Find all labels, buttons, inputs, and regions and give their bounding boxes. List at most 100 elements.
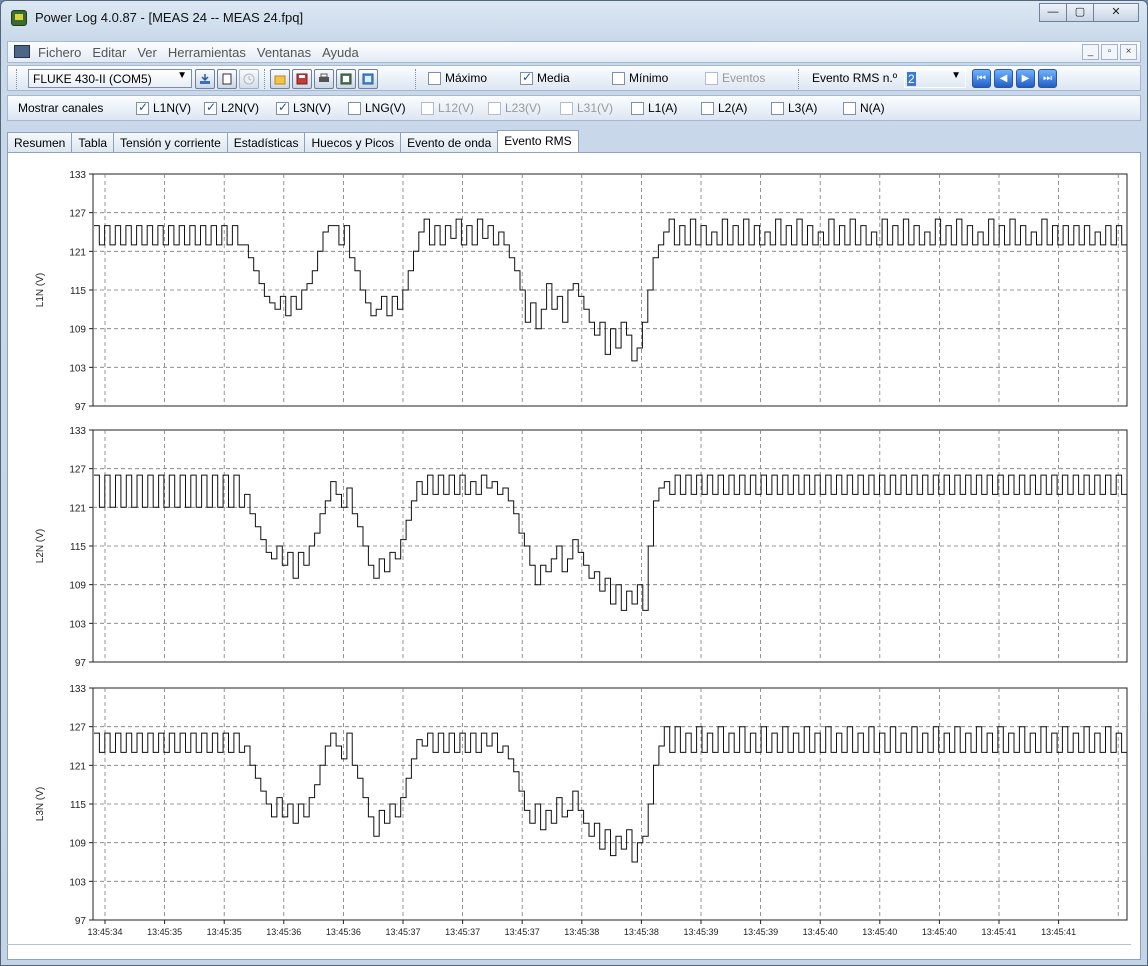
x-tick-label: 13:45:41 xyxy=(981,927,1016,937)
export-icon xyxy=(340,73,352,85)
tab-evento-de-onda[interactable]: Evento de onda xyxy=(400,132,498,153)
tab-tabla[interactable]: Tabla xyxy=(71,132,114,153)
event-number-select[interactable]: 2 ▼ xyxy=(904,69,966,88)
maximo-checkbox[interactable]: Máximo xyxy=(428,71,487,85)
y-axis-label: L1N (V) xyxy=(35,273,46,307)
tab-evento-rms[interactable]: Evento RMS xyxy=(497,130,579,154)
save-button[interactable] xyxy=(292,69,312,89)
app-logo-icon xyxy=(11,10,27,26)
document-icon[interactable] xyxy=(14,45,30,58)
channel-checkbox-l3nv[interactable]: L3N(V) xyxy=(276,100,331,115)
checkbox-box[interactable] xyxy=(843,101,856,115)
channel-checkbox-l12v[interactable]: L12(V) xyxy=(421,101,474,115)
clock-button[interactable] xyxy=(239,69,259,89)
channel-checkbox-l1a[interactable]: L1(A) xyxy=(631,101,677,115)
y-tick-label: 121 xyxy=(69,247,86,258)
y-tick-label: 103 xyxy=(69,619,86,630)
device-select[interactable]: FLUKE 430-II (COM5) ▼ xyxy=(28,69,192,88)
channel-checkbox-l1nv[interactable]: L1N(V) xyxy=(136,100,191,115)
channel-checkbox-l2a[interactable]: L2(A) xyxy=(701,101,747,115)
menu-item-herramientas[interactable]: Herramientas xyxy=(167,45,246,60)
minimo-checkbox[interactable]: Mínimo xyxy=(612,71,668,85)
tab-tensión-y-corriente[interactable]: Tensión y corriente xyxy=(113,132,227,153)
mdi-minimize-button[interactable]: _ xyxy=(1082,44,1099,60)
x-tick-label: 13:45:40 xyxy=(862,927,897,937)
x-tick-label: 13:45:35 xyxy=(207,927,242,937)
new-button[interactable] xyxy=(217,69,237,89)
checkbox-box[interactable] xyxy=(612,71,625,85)
report-button[interactable] xyxy=(358,69,378,89)
x-tick-label: 13:45:40 xyxy=(803,927,838,937)
chevron-down-icon: ▼ xyxy=(177,70,187,81)
checkbox-box[interactable] xyxy=(701,101,714,115)
checkbox-box[interactable] xyxy=(488,101,501,115)
mdi-restore-button[interactable]: ▫ xyxy=(1101,44,1118,60)
channel-checkbox-l31v[interactable]: L31(V) xyxy=(560,101,613,115)
channel-checkbox-l2nv[interactable]: L2N(V) xyxy=(204,100,259,115)
y-tick-label: 115 xyxy=(70,286,86,297)
maximize-button[interactable]: ▢ xyxy=(1066,3,1094,22)
export-button[interactable] xyxy=(336,69,356,89)
page-icon xyxy=(222,73,232,85)
y-tick-label: 109 xyxy=(69,839,86,850)
checkbox-box[interactable] xyxy=(421,101,434,115)
channel-checkbox-na[interactable]: N(A) xyxy=(843,101,885,115)
checkbox-box[interactable] xyxy=(771,101,784,115)
channel-checkbox-l23v[interactable]: L23(V) xyxy=(488,101,541,115)
menu-item-ayuda[interactable]: Ayuda xyxy=(322,45,359,60)
x-tick-label: 13:45:37 xyxy=(385,927,420,937)
tab-resumen[interactable]: Resumen xyxy=(7,132,72,153)
checkbox-box[interactable] xyxy=(560,101,573,115)
previous-event-button[interactable]: ◀ xyxy=(994,69,1013,88)
checkbox-box[interactable] xyxy=(520,70,533,85)
next-event-button[interactable]: ▶ xyxy=(1016,69,1035,88)
y-tick-label: 115 xyxy=(70,542,86,553)
checkbox-label: Media xyxy=(537,71,570,85)
y-tick-label: 133 xyxy=(69,426,86,437)
checkbox-label: Mínimo xyxy=(629,71,669,85)
checkbox-box[interactable] xyxy=(276,100,289,115)
tab-estadísticas[interactable]: Estadísticas xyxy=(226,132,305,153)
x-tick-label: 13:45:36 xyxy=(266,927,301,937)
y-tick-label: 97 xyxy=(75,658,87,669)
menu-item-ventanas[interactable]: Ventanas xyxy=(256,45,312,60)
x-tick-label: 13:45:40 xyxy=(922,927,957,937)
mdi-close-button[interactable]: × xyxy=(1120,44,1137,60)
checkbox-box[interactable] xyxy=(348,101,361,115)
main-toolbar: FLUKE 430-II (COM5) ▼ Máximo Media xyxy=(7,65,1141,91)
first-event-button[interactable]: ⏮ xyxy=(972,69,991,88)
x-tick-label: 13:45:38 xyxy=(624,927,659,937)
checkbox-label: L2(A) xyxy=(718,101,748,115)
eventos-checkbox[interactable]: Eventos xyxy=(705,71,765,85)
y-tick-label: 127 xyxy=(69,465,86,476)
channel-checkbox-lngv[interactable]: LNG(V) xyxy=(348,101,406,115)
print-button[interactable] xyxy=(314,69,334,89)
download-button[interactable] xyxy=(195,69,215,89)
media-checkbox[interactable]: Media xyxy=(520,70,570,85)
printer-icon xyxy=(319,73,329,82)
last-event-button[interactable]: ⏭ xyxy=(1038,69,1057,88)
checkbox-box[interactable] xyxy=(204,100,217,115)
checkbox-box[interactable] xyxy=(136,100,149,115)
checkbox-box[interactable] xyxy=(631,101,644,115)
event-number-value: 2 xyxy=(907,72,916,86)
open-button[interactable] xyxy=(270,69,290,89)
minimize-button[interactable]: — xyxy=(1039,3,1067,22)
title-bar[interactable]: Power Log 4.0.87 - [MEAS 24 -- MEAS 24.f… xyxy=(1,1,1147,35)
save-icon xyxy=(296,73,308,85)
menu-item-fichero[interactable]: Fichero xyxy=(38,45,82,60)
menu-item-editar[interactable]: Editar xyxy=(92,45,127,60)
checkbox-box[interactable] xyxy=(705,71,718,85)
close-button[interactable]: ✕ xyxy=(1093,3,1139,22)
x-tick-label: 13:45:35 xyxy=(147,927,182,937)
menu-item-ver[interactable]: Ver xyxy=(137,45,157,60)
checkbox-box[interactable] xyxy=(428,71,441,85)
tab-huecos-y-picos[interactable]: Huecos y Picos xyxy=(304,132,401,153)
y-tick-label: 109 xyxy=(69,325,86,336)
event-number-label: Evento RMS n.º xyxy=(812,71,898,85)
y-tick-label: 133 xyxy=(69,684,86,695)
x-tick-label: 13:45:36 xyxy=(326,927,361,937)
channel-checkbox-l3a[interactable]: L3(A) xyxy=(771,101,817,115)
x-tick-label: 13:45:38 xyxy=(564,927,599,937)
